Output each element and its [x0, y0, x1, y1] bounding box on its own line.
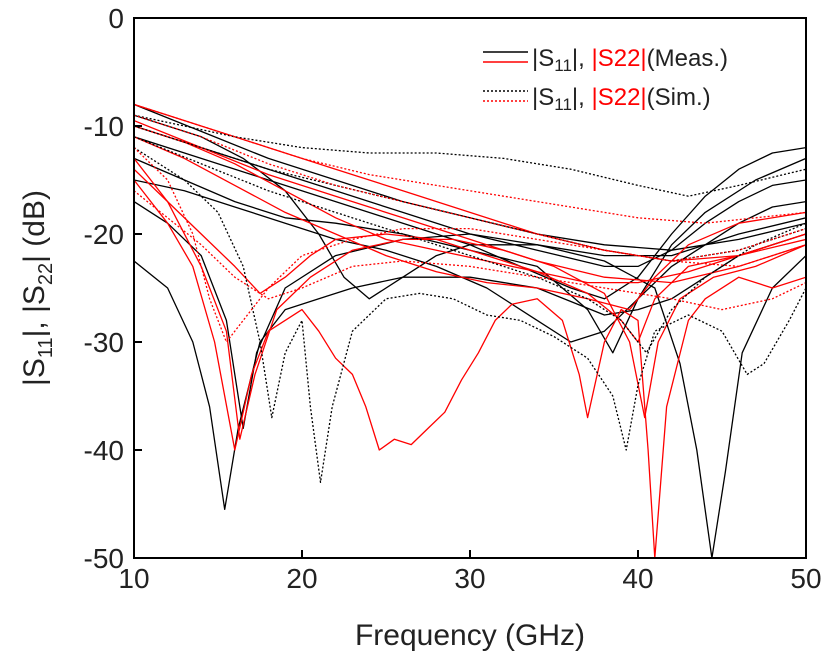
x-tick-label: 20	[286, 563, 317, 594]
series-s22-meas-2	[134, 158, 806, 440]
series-s11-sim-2	[134, 125, 806, 262]
y-title-sub-2: 22	[35, 263, 57, 285]
y-tick-label: 0	[108, 3, 124, 34]
x-tick-label: 50	[790, 563, 821, 594]
x-tick-label: 10	[118, 563, 149, 594]
x-tick-label: 40	[622, 563, 653, 594]
x-tick-label: 30	[454, 563, 485, 594]
legend-sim-label: |S11|, |S22|(Sim.)	[532, 84, 711, 114]
y-title-part-1: |S	[18, 358, 51, 386]
y-axis-title: |S11|, |S22| (dB)	[18, 190, 57, 386]
series-layer	[134, 103, 806, 558]
series-s22-sim-4	[134, 190, 806, 311]
y-tick-label: -10	[84, 111, 124, 142]
series-s22-sim-1	[134, 103, 806, 224]
y-title-part-3: | (dB)	[18, 190, 51, 263]
series-s11-meas-5	[134, 136, 806, 300]
legend-meas-label: |S11|, |S22|(Meas.)	[532, 45, 728, 75]
series-s22-meas-5	[134, 168, 806, 343]
series-s11-meas-4	[134, 157, 806, 354]
legend: |S11|, |S22|(Meas.) |S11|, |S22|(Sim.)	[483, 45, 728, 114]
series-s22-meas-1	[134, 179, 806, 558]
y-tick-label: -30	[84, 327, 124, 358]
series-s11-sim-1	[134, 147, 806, 484]
series-s11-sim-3	[134, 136, 806, 354]
series-s22-sim-3	[134, 114, 806, 262]
y-tick-label: -50	[84, 543, 124, 574]
series-s11-sim-4	[134, 114, 806, 197]
series-s22-meas-6	[134, 136, 806, 311]
y-title-sub-1: 11	[35, 337, 57, 358]
series-s11-meas-8	[134, 179, 806, 343]
y-tick-label: -20	[84, 219, 124, 250]
y-title-part-2: |, |S	[18, 285, 51, 337]
series-s11-meas-1	[134, 233, 806, 511]
y-tick-label: -40	[84, 435, 124, 466]
series-s22-meas-4	[134, 119, 806, 284]
series-s11-meas-3	[134, 125, 806, 268]
x-axis-title: Frequency (GHz)	[355, 619, 585, 652]
series-s22-meas-7	[134, 125, 806, 284]
ticks-layer: 10 20 30 40 50 0 -10 -20 -30 -40 -50	[84, 3, 822, 594]
